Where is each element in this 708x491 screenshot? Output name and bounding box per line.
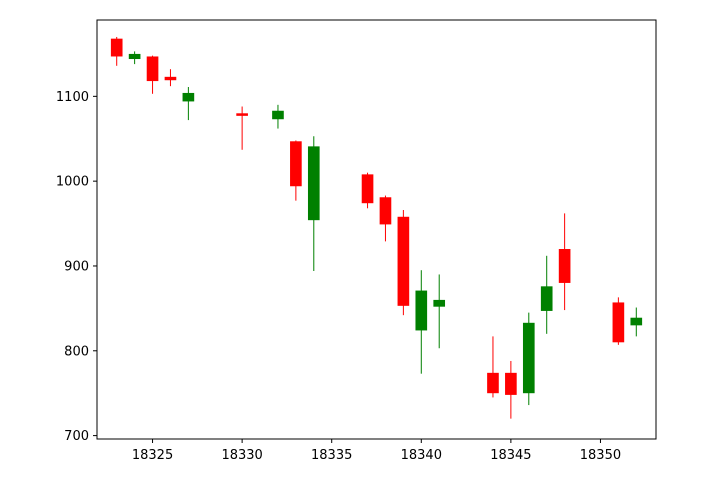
axes: 18325 18330 18335 18340 18345 18350 700 800 900 1… xyxy=(56,19,657,463)
candle-body xyxy=(361,174,374,204)
x-tick-label: 18330 xyxy=(221,448,262,463)
candle-8 xyxy=(307,136,320,272)
candle-body xyxy=(558,249,571,283)
candle-body xyxy=(307,146,320,221)
candle-13 xyxy=(433,274,446,349)
y-tick-label: 1100 xyxy=(56,90,89,105)
candle-19 xyxy=(612,297,625,345)
candle-4 xyxy=(182,87,195,121)
candle-2 xyxy=(146,55,159,94)
candle-body xyxy=(540,286,553,311)
candle-body xyxy=(630,317,643,326)
x-tick-label: 18345 xyxy=(490,448,531,463)
candle-body xyxy=(612,302,625,343)
candle-body xyxy=(487,372,499,394)
candle-body xyxy=(397,216,410,306)
candle-body xyxy=(272,110,284,120)
candle-body xyxy=(110,38,123,57)
candle-body xyxy=(182,92,195,102)
candle-7 xyxy=(290,140,302,201)
candle-12 xyxy=(415,270,428,374)
candle-3 xyxy=(164,69,177,87)
x-tick-label: 18350 xyxy=(580,448,621,463)
candle-6 xyxy=(272,104,284,129)
candle-body xyxy=(164,76,177,81)
candle-16 xyxy=(522,312,535,406)
candle-body xyxy=(505,372,517,395)
candle-15 xyxy=(505,360,517,419)
x-tick-label: 18335 xyxy=(311,448,352,463)
candle-body xyxy=(128,53,141,60)
candle-body xyxy=(236,113,248,116)
candle-body xyxy=(415,290,428,331)
candle-body xyxy=(146,56,159,82)
x-tick-label: 18340 xyxy=(401,448,442,463)
candle-9 xyxy=(361,172,374,209)
candle-5 xyxy=(236,106,248,150)
axes-frame xyxy=(96,19,657,440)
candle-18 xyxy=(558,213,571,311)
y-tick-label: 800 xyxy=(64,344,89,359)
candle-0 xyxy=(110,36,123,66)
y-tick-label: 1000 xyxy=(56,175,89,190)
candle-1 xyxy=(128,51,141,65)
candle-11 xyxy=(397,209,410,316)
candle-17 xyxy=(540,255,553,334)
y-tick-label: 700 xyxy=(64,429,89,444)
candle-body xyxy=(290,141,302,187)
candle-body xyxy=(379,197,392,225)
candle-14 xyxy=(487,336,499,398)
candle-20 xyxy=(630,307,643,337)
candle-body xyxy=(522,322,535,394)
candle-body xyxy=(433,299,446,307)
candle-10 xyxy=(379,195,392,242)
y-tick-label: 900 xyxy=(64,259,89,274)
candles-group xyxy=(110,36,643,419)
x-tick-label: 18325 xyxy=(132,448,173,463)
